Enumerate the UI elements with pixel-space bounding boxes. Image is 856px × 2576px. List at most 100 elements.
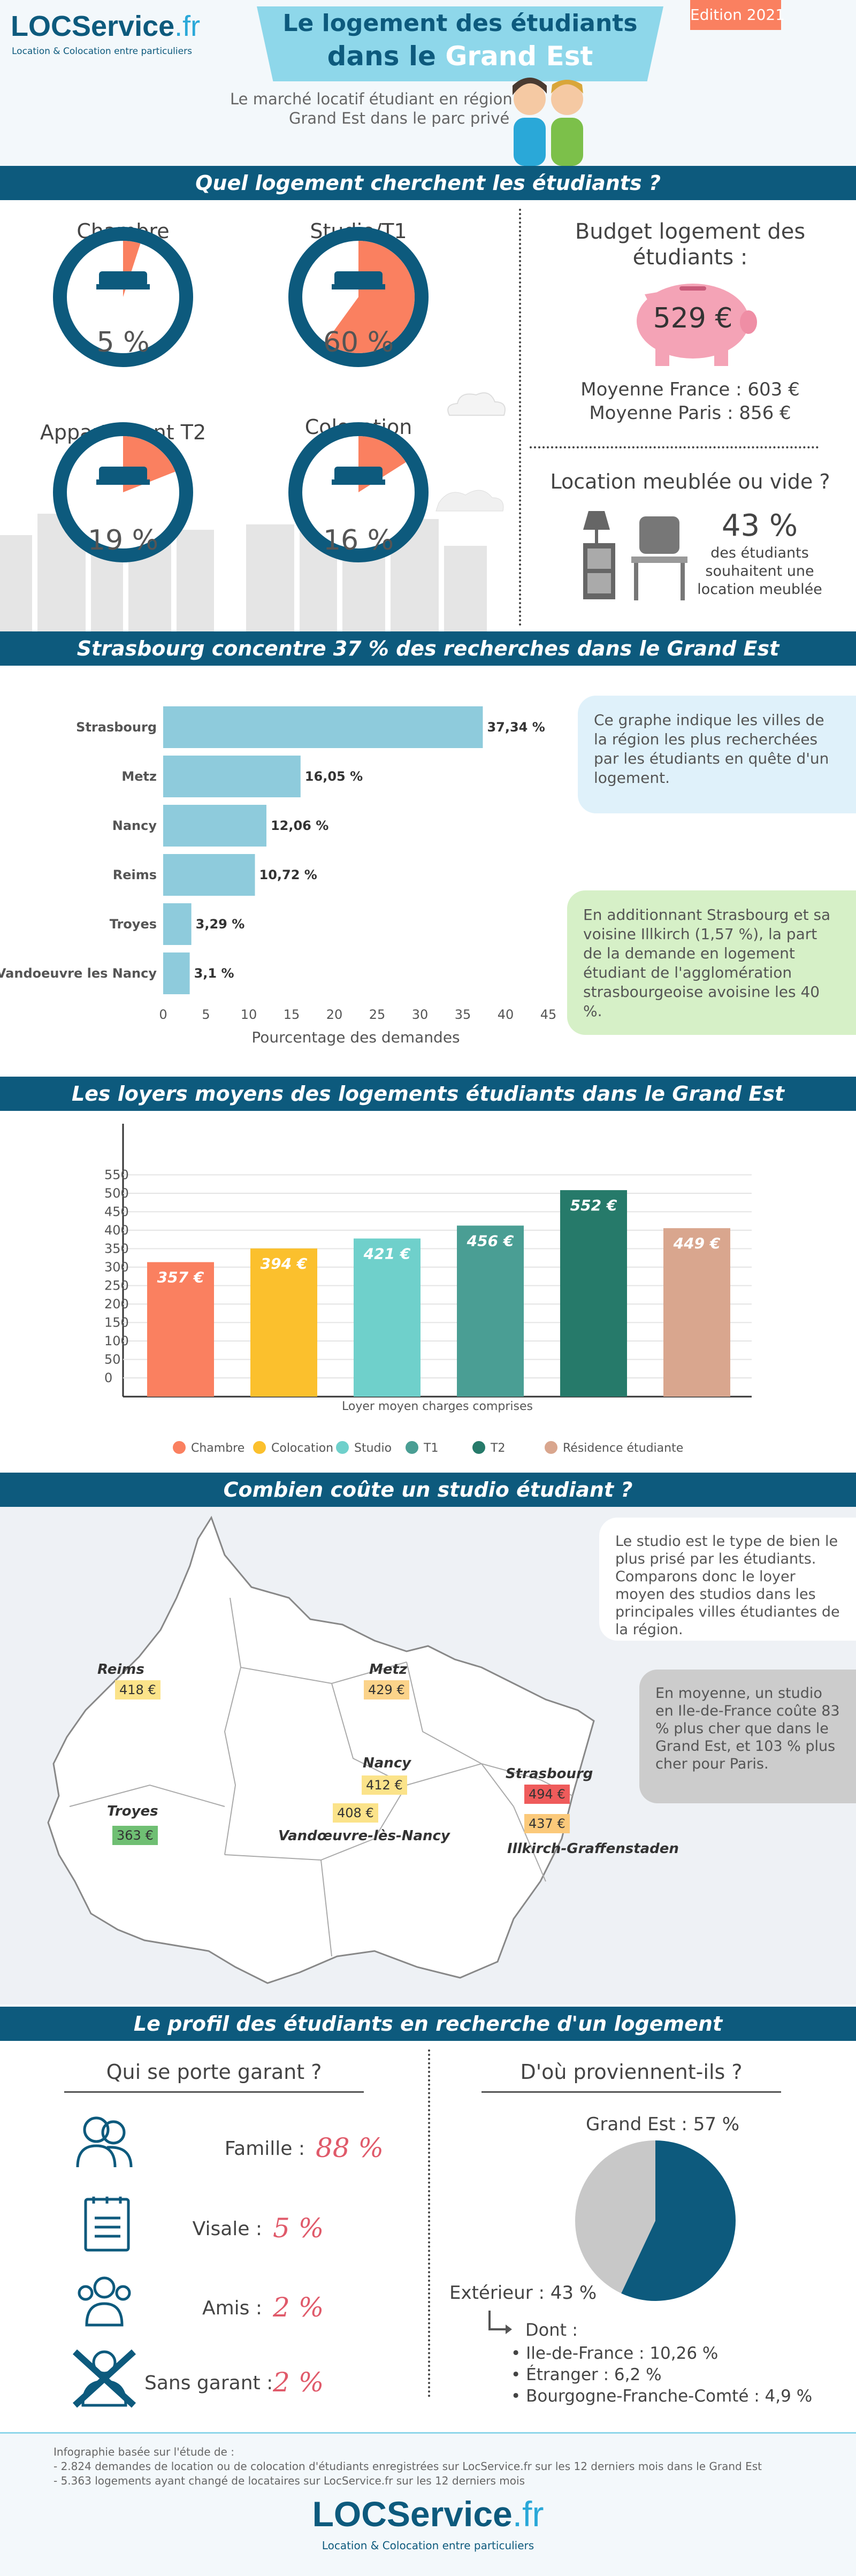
type-chambre-value: 5 % bbox=[96, 326, 150, 359]
header-logo-tagline: Location & Colocation entre particuliers bbox=[12, 46, 192, 57]
budget-title-1: Budget logement des bbox=[575, 219, 806, 244]
vbar-bar-4 bbox=[560, 1190, 627, 1397]
type-studio-value: 60 % bbox=[323, 326, 394, 359]
vbar-legend-swatch-5 bbox=[545, 1441, 557, 1454]
map-city-name-0: Reims bbox=[97, 1662, 144, 1678]
note-agglomeration-text: En additionnant Strasbourg et sa voisine… bbox=[583, 906, 831, 1020]
budget-value: 529 € bbox=[653, 302, 733, 334]
pie-slice-0 bbox=[621, 2140, 736, 2301]
header-subtitle-2: Grand Est dans le parc privé bbox=[289, 109, 510, 127]
edition-label: Edition 2021 bbox=[690, 6, 785, 24]
header-subtitle-1: Le marché locatif étudiant en région bbox=[230, 90, 513, 108]
section1-title: Quel logement cherchent les étudiants ? bbox=[0, 166, 856, 200]
vbar-legend-swatch-2 bbox=[336, 1441, 349, 1454]
hbar-xtick-9: 45 bbox=[540, 1007, 557, 1022]
donut-slice-1 bbox=[325, 241, 415, 353]
hbar-bar-3 bbox=[163, 854, 255, 896]
header-logo[interactable]: LOCService.fr bbox=[11, 10, 201, 42]
section3-title: Les loyers moyens des logements étudiant… bbox=[0, 1077, 856, 1111]
vbar-legend-label-1: Colocation bbox=[271, 1442, 333, 1455]
hbar-category-4: Troyes bbox=[110, 917, 157, 932]
vbar-xlabel: Loyer moyen charges comprises bbox=[342, 1400, 533, 1413]
map-city-name-4: Troyes bbox=[107, 1803, 158, 1819]
vbar-bar-0 bbox=[147, 1262, 214, 1397]
map-city-name-5: Strasbourg bbox=[506, 1766, 593, 1782]
vbar-ytick-3: 150 bbox=[104, 1315, 129, 1330]
vbar-ytick-1: 50 bbox=[104, 1352, 121, 1367]
city-search-bar-chart: Strasbourg 37,34 % Metz 16,05 % Nancy 12,06 %… bbox=[0, 706, 557, 1046]
vbar-bar-2 bbox=[354, 1238, 421, 1397]
vbar-ytick-2: 100 bbox=[104, 1333, 129, 1348]
hbar-bar-4 bbox=[163, 903, 192, 945]
header-title-line1: Le logement des étudiants bbox=[282, 10, 638, 37]
footer bbox=[0, 2432, 856, 2576]
note-studio-text: Le studio est le type de bien le plus pr… bbox=[615, 1533, 840, 1638]
map-city-price-5: 494 € bbox=[524, 1785, 570, 1804]
section4-title: Combien coûte un studio étudiant ? bbox=[0, 1473, 856, 1507]
housing-icon-1 bbox=[332, 271, 385, 289]
section5-divider bbox=[428, 2049, 430, 2397]
map-city-name-3: Vandœuvre-lès-Nancy bbox=[278, 1828, 450, 1844]
hbar-bar-5 bbox=[163, 952, 190, 994]
vbar-ytick-10: 500 bbox=[104, 1186, 129, 1201]
header-title-line2: dans le Grand Est bbox=[327, 41, 593, 72]
hbar-xtick-7: 35 bbox=[455, 1007, 471, 1022]
map-city-name-2: Nancy bbox=[363, 1755, 411, 1771]
furnished-title: Location meublée ou vide ? bbox=[550, 470, 830, 493]
header-title-box bbox=[257, 6, 663, 81]
vbar-value-0: 357 € bbox=[157, 1269, 204, 1286]
note-studio: Le studio est le type de bien le plus pr… bbox=[599, 1518, 856, 1641]
type-t2-value: 19 % bbox=[87, 524, 159, 557]
map-city-price-6: 437 € bbox=[524, 1814, 570, 1833]
hbar-xtick-0: 0 bbox=[159, 1007, 167, 1022]
hbar-value-0: 37,34 % bbox=[487, 720, 545, 735]
vbar-legend-label-0: Chambre bbox=[191, 1442, 244, 1455]
vbar-bar-5 bbox=[663, 1228, 730, 1397]
housing-type-donuts bbox=[53, 227, 429, 562]
vbar-ytick-11: 550 bbox=[104, 1168, 129, 1183]
hbar-category-0: Strasbourg bbox=[76, 720, 157, 735]
origin-item-bfc: • Bourgogne-Franche-Comté : 4,9 % bbox=[511, 2387, 813, 2406]
vbar-value-1: 394 € bbox=[261, 1255, 308, 1272]
hbar-xtick-8: 40 bbox=[498, 1007, 514, 1022]
map-city-price-1: 429 € bbox=[364, 1680, 409, 1699]
students-illustration bbox=[513, 78, 583, 166]
guarantor-visale-value: 5 % bbox=[273, 2213, 324, 2244]
origin-item-abroad: • Étranger : 6,2 % bbox=[511, 2365, 662, 2384]
section2-title: Strasbourg concentre 37 % des recherches… bbox=[0, 631, 856, 666]
map-city-price-0: 418 € bbox=[115, 1680, 160, 1699]
edition-badge bbox=[690, 0, 781, 30]
vbar-ytick-0: 0 bbox=[104, 1370, 112, 1385]
cloud-icon bbox=[447, 392, 506, 416]
hbar-xtick-1: 5 bbox=[202, 1007, 210, 1022]
housing-icon-0 bbox=[96, 271, 150, 289]
footer-tagline: Location & Colocation entre particuliers bbox=[322, 2539, 534, 2552]
footer-logo[interactable]: LOCService.fr bbox=[312, 2494, 544, 2534]
guarantor-visale-label: Visale : bbox=[192, 2218, 262, 2240]
hbar-value-5: 3,1 % bbox=[194, 966, 234, 981]
rent-bar-chart: 0 50 100 150 200 250 300 350 400 450 500 550 357 € 39… bbox=[104, 1124, 752, 1455]
vbar-legend-label-3: T1 bbox=[423, 1442, 438, 1455]
guarantor-family-value: 88 % bbox=[316, 2132, 384, 2163]
hbar-category-2: Nancy bbox=[112, 818, 157, 833]
origin-other-label: Extérieur : 43 % bbox=[449, 2282, 597, 2304]
no-guarantor-icon bbox=[72, 2349, 136, 2408]
hbar-xtick-5: 25 bbox=[369, 1007, 386, 1022]
vbar-ytick-4: 200 bbox=[104, 1297, 129, 1312]
note-chart-info: Ce graphe indique les villes de la régio… bbox=[578, 696, 856, 813]
city-skyline bbox=[0, 490, 504, 631]
hbar-bar-0 bbox=[163, 706, 483, 748]
grand-est-map bbox=[47, 1515, 595, 1984]
furniture-icon bbox=[583, 511, 687, 600]
hbar-xlabel: Pourcentage des demandes bbox=[251, 1028, 460, 1046]
budget-france: Moyenne France : 603 € bbox=[580, 379, 800, 400]
vbar-value-2: 421 € bbox=[363, 1245, 411, 1263]
hbar-category-5: Vandoeuvre les Nancy bbox=[0, 966, 157, 981]
note-chart-info-text: Ce graphe indique les villes de la régio… bbox=[594, 711, 829, 787]
note-idf-text: En moyenne, un studio en Ile-de-France c… bbox=[655, 1685, 840, 1772]
map-city-name-1: Metz bbox=[369, 1662, 408, 1678]
map-city-price-2: 412 € bbox=[362, 1775, 407, 1795]
note-idf: En moyenne, un studio en Ile-de-France c… bbox=[639, 1670, 856, 1803]
origin-pie-chart bbox=[575, 2140, 736, 2301]
footer-line1: Infographie basée sur l'étude de : bbox=[54, 2445, 234, 2458]
